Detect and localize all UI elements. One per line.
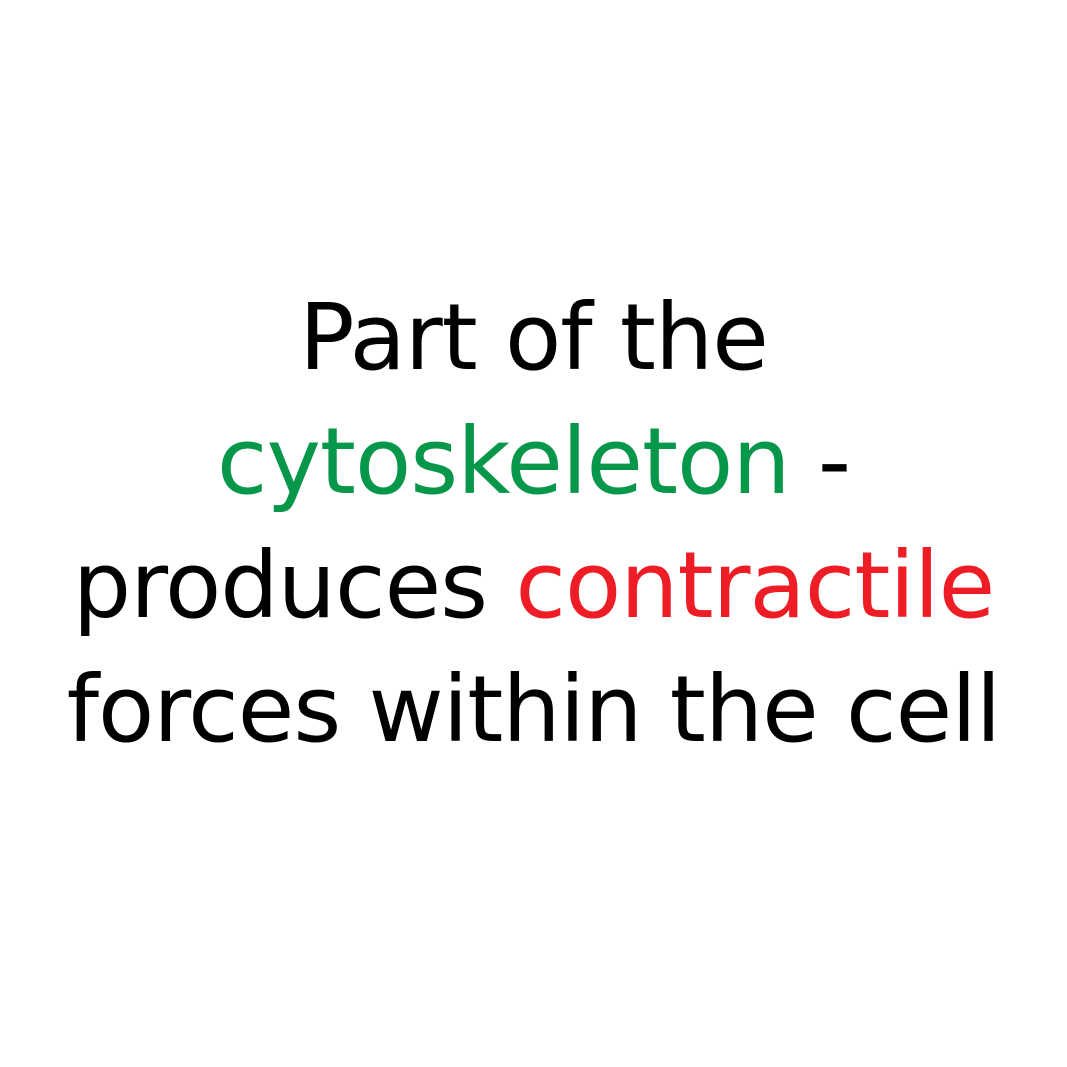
definition-text: Part of the cytoskeleton - produces cont… xyxy=(0,276,1067,772)
definition-line-4: forces within the cell xyxy=(66,656,1002,763)
highlight-cytoskeleton: cytoskeleton xyxy=(216,408,791,515)
dash-text: - xyxy=(789,408,851,515)
produces-text: produces xyxy=(72,532,516,639)
definition-line-3: produces contractile xyxy=(0,524,1067,648)
definition-line-2: cytoskeleton - xyxy=(0,400,1067,524)
highlight-contractile: contractile xyxy=(515,532,995,639)
definition-line-1: Part of the xyxy=(299,284,769,391)
